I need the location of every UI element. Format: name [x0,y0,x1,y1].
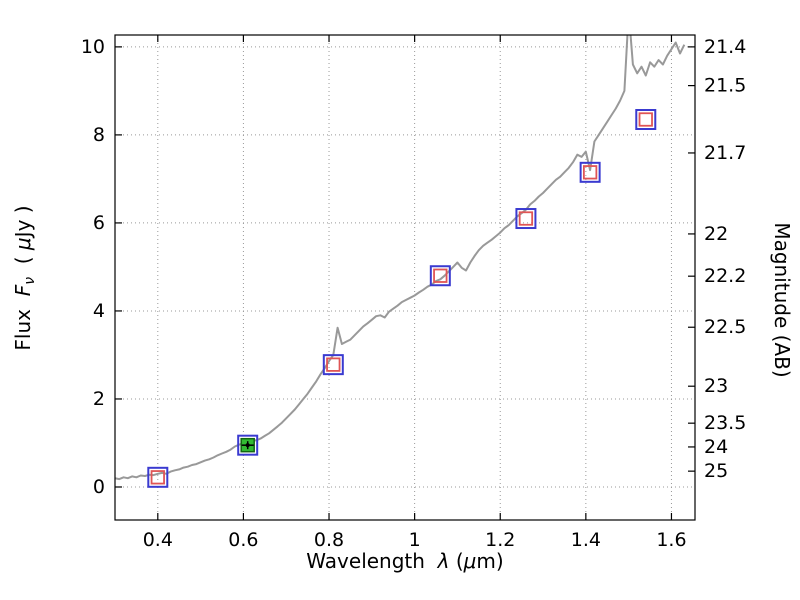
plot-border [114,34,696,521]
magnitude-tick-label: 21.4 [704,36,746,58]
magnitude-tick-label: 22.5 [704,316,746,338]
x-tick-label: 0.4 [143,529,173,551]
y-tick-label: 2 [93,388,105,410]
x-label-text: Wavelength [306,549,437,573]
photometry-inner-square [638,112,653,127]
y-tick-label: 10 [81,36,105,58]
y-tick-label: 6 [93,212,105,234]
spectrum-line [115,35,686,481]
photometry-outer-square [237,434,259,456]
observed-point-dot [245,443,250,448]
x-tick-label: 0.8 [314,529,344,551]
x-tick-label: 1.4 [571,529,601,551]
x-tick-label: 1 [409,529,421,551]
flux-symbol: F [11,284,35,296]
data-layer [115,35,686,481]
x-tick-label: 1.2 [485,529,515,551]
magnitude-tick-label: 25 [704,460,728,482]
magnitude-tick-label: 21.7 [704,142,746,164]
grid-layer [115,35,695,520]
y-label-text: Flux [11,296,35,350]
x-label-paren: ( [450,549,464,573]
photometry-outer-square [429,265,451,287]
photometry-outer-square [579,161,601,183]
magnitude-tick-label: 22 [704,223,728,245]
x-tick-label: 0.6 [228,529,258,551]
x-axis-label: Wavelength λ (μm) [306,549,503,573]
photometry-outer-square [515,208,537,230]
photometry-inner-square [582,165,598,180]
mu-symbol-y: μ [11,237,35,251]
nu-subscript: ν [22,277,38,285]
magnitude-tick-label: 24 [704,436,728,458]
magnitude-tick-label: 22.2 [704,265,746,287]
photometry-inner-square [518,211,534,226]
x-label-unit: m) [476,549,503,573]
points-layer [147,109,657,488]
x-tick-label: 1.6 [656,529,686,551]
magnitude-tick-label: 23.5 [704,412,746,434]
photometry-outer-square [322,354,344,376]
magnitude-tick-label: 23 [704,375,728,397]
y-tick-label: 4 [93,300,105,322]
axes-frame [114,34,696,521]
y-tick-label: 8 [93,124,105,146]
lambda-symbol: λ [437,549,450,573]
photometry-outer-square [147,466,169,488]
y-label-unit: Jy ) [11,205,35,239]
photometry-outer-square [635,109,657,131]
y-axis-label: Flux Fν ( μJy ) [11,205,38,350]
right-axis-label: Magnitude (AB) [770,222,794,377]
photometry-inner-square [326,357,341,372]
magnitude-tick-label: 21.5 [704,75,746,97]
mu-symbol: μ [463,549,477,573]
y-label-paren: ( [11,250,35,277]
photometry-inner-square [150,470,165,485]
photometry-inner-square [433,268,448,283]
y-tick-label: 0 [93,476,105,498]
